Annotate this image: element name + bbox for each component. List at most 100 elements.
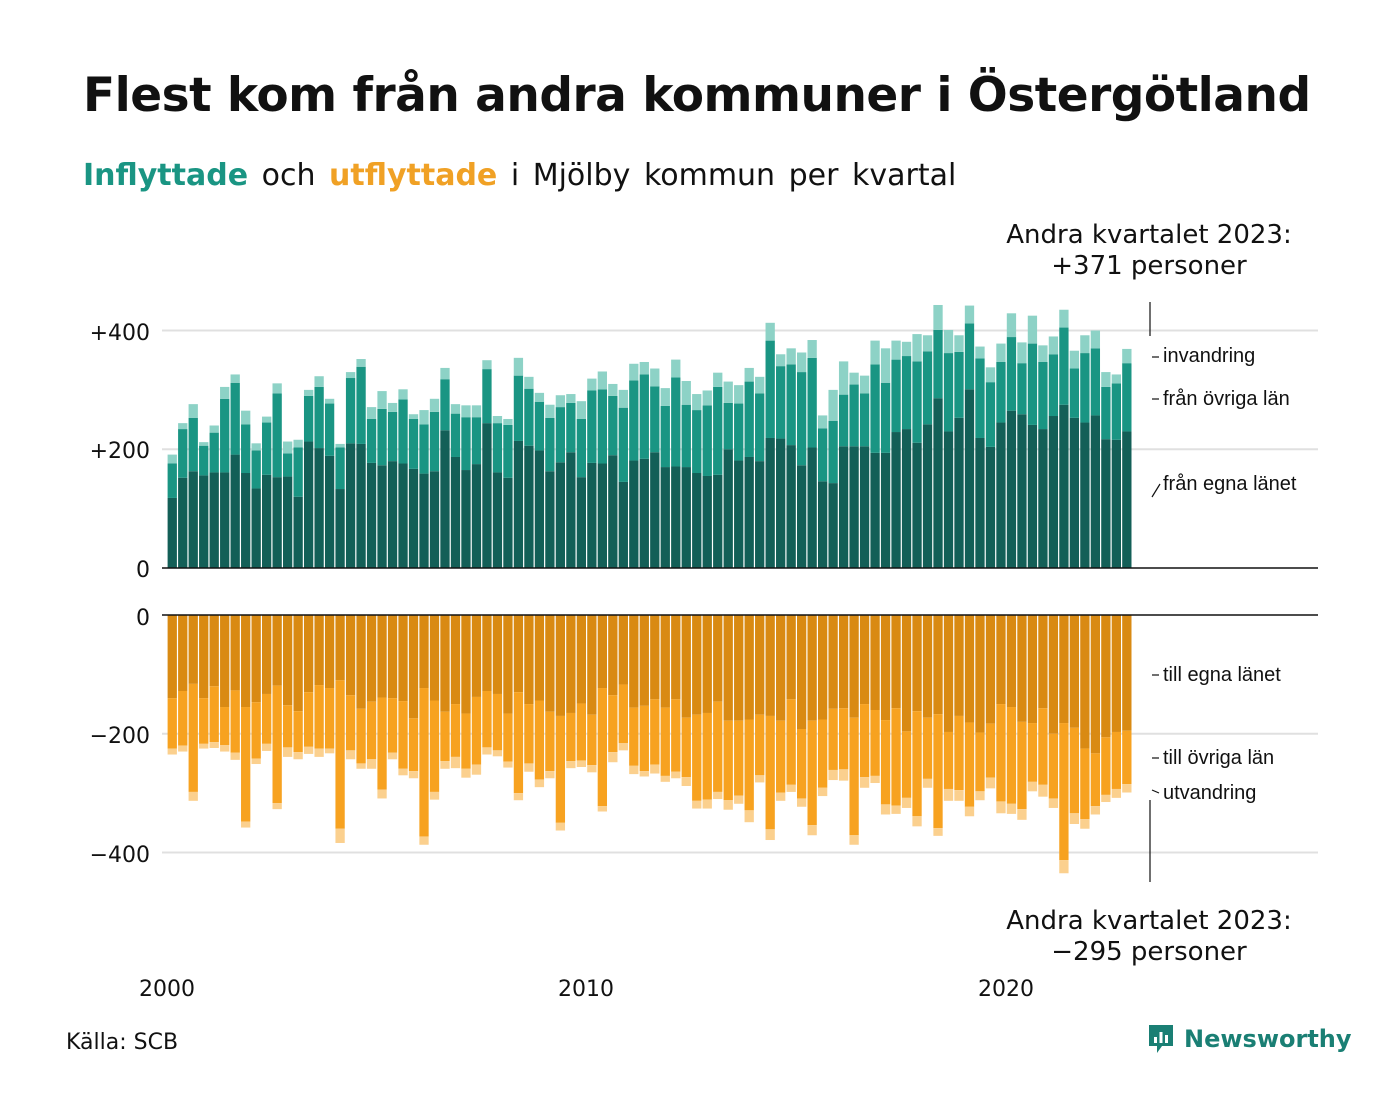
bar-fran-egna-lanet [723, 449, 733, 568]
bar-till-ovriga-lan [765, 715, 775, 830]
bar-invandring [209, 425, 219, 433]
bar-invandring [534, 392, 545, 402]
bar-fran-egna-lanet [241, 473, 251, 568]
bar-fran-egna-lanet [838, 446, 849, 568]
bar-fran-ovriga-lan [891, 359, 901, 433]
bar-fran-egna-lanet [755, 461, 765, 568]
bar-invandring [492, 416, 503, 424]
bar-fran-ovriga-lan [859, 393, 870, 447]
bar-invandring [629, 363, 639, 381]
bar-utvandring [566, 761, 576, 769]
series-label-till-ovriga-lan: till övriga län [1163, 747, 1274, 769]
bar-fran-ovriga-lan [660, 405, 670, 468]
bar-invandring [880, 348, 891, 383]
bar-fran-egna-lanet [870, 452, 880, 568]
bar-invandring [639, 361, 649, 375]
bar-till-egna-lanet [891, 615, 901, 709]
bar-utvandring [545, 771, 555, 779]
bar-utvandring [251, 758, 261, 765]
bar-till-ovriga-lan [272, 685, 282, 804]
bar-utvandring [954, 790, 964, 801]
bar-utvandring [1090, 806, 1101, 815]
bar-fran-ovriga-lan [440, 379, 450, 431]
bar-utvandring [629, 765, 639, 775]
bar-till-ovriga-lan [744, 719, 754, 811]
bar-till-egna-lanet [335, 615, 345, 681]
bar-till-egna-lanet [996, 615, 1006, 705]
bar-fran-egna-lanet [230, 454, 240, 568]
bar-invandring [178, 423, 188, 430]
bar-fran-ovriga-lan [996, 361, 1006, 423]
x-tick-label: 2000 [139, 977, 195, 1002]
bar-till-ovriga-lan [1006, 707, 1017, 804]
bar-utvandring [901, 797, 912, 808]
bar-fran-egna-lanet [985, 446, 996, 568]
bar-fran-egna-lanet [262, 474, 272, 568]
bar-fran-egna-lanet [1027, 424, 1038, 568]
bar-till-ovriga-lan [880, 720, 891, 805]
bar-fran-ovriga-lan [639, 374, 649, 459]
bar-invandring [870, 340, 880, 365]
bar-fran-ovriga-lan [314, 386, 324, 449]
bar-invandring [1069, 350, 1080, 369]
bar-fran-ovriga-lan [786, 364, 796, 446]
bar-till-egna-lanet [251, 615, 261, 703]
bar-till-egna-lanet [262, 615, 272, 694]
bar-invandring [786, 348, 796, 365]
bar-fran-egna-lanet [199, 475, 209, 568]
bar-fran-egna-lanet [975, 437, 985, 568]
bar-utvandring [262, 743, 272, 751]
bar-fran-ovriga-lan [241, 424, 251, 473]
bar-till-egna-lanet [618, 615, 628, 685]
bar-utvandring [639, 771, 649, 777]
bar-utvandring [786, 784, 796, 792]
bar-till-egna-lanet [1048, 615, 1059, 734]
bar-fran-ovriga-lan [199, 445, 209, 476]
bar-till-egna-lanet [492, 615, 503, 694]
bar-fran-ovriga-lan [513, 375, 524, 441]
bar-utvandring [471, 764, 482, 775]
bar-invandring [912, 334, 922, 362]
bar-fran-ovriga-lan [618, 407, 628, 482]
bar-fran-egna-lanet [964, 389, 975, 568]
bar-till-ovriga-lan [985, 723, 996, 778]
bar-till-egna-lanet [1111, 615, 1121, 732]
bar-fran-egna-lanet [366, 462, 377, 568]
bar-fran-ovriga-lan [587, 390, 597, 463]
bar-till-egna-lanet [1101, 615, 1111, 738]
chart-subtitle: Inflyttade och utflyttade i Mjölby kommu… [83, 158, 956, 193]
bar-invandring [398, 389, 408, 400]
bar-till-ovriga-lan [597, 688, 607, 807]
bar-fran-egna-lanet [356, 443, 366, 568]
bar-invandring [954, 335, 964, 352]
bar-utvandring [377, 789, 387, 799]
bar-utvandring [1080, 819, 1090, 829]
bar-invandring [1048, 336, 1059, 355]
bar-invandring [702, 390, 712, 406]
bar-utvandring [817, 787, 828, 797]
bar-till-ovriga-lan [755, 714, 765, 776]
bar-fran-ovriga-lan [713, 386, 723, 475]
bar-till-egna-lanet [356, 615, 366, 709]
bar-till-egna-lanet [849, 615, 859, 718]
bar-fran-ovriga-lan [1006, 337, 1017, 411]
bar-till-ovriga-lan [241, 707, 251, 822]
bar-till-ovriga-lan [1080, 748, 1090, 820]
bar-invandring [723, 381, 733, 403]
bar-fran-ovriga-lan [797, 372, 807, 466]
bar-invandring [608, 383, 618, 396]
bar-till-egna-lanet [178, 615, 188, 691]
bar-till-ovriga-lan [345, 695, 356, 751]
bar-utvandring [450, 756, 461, 769]
bar-fran-ovriga-lan [324, 403, 335, 456]
bar-till-egna-lanet [650, 615, 660, 700]
bar-invandring [314, 376, 324, 387]
bar-till-egna-lanet [933, 615, 943, 715]
bar-utvandring [1017, 809, 1027, 820]
top-ytick-label: 0 [136, 558, 150, 583]
bar-invandring [797, 352, 807, 373]
bar-till-egna-lanet [524, 615, 534, 705]
bar-till-egna-lanet [629, 615, 639, 708]
bar-fran-ovriga-lan [702, 405, 712, 476]
bar-utvandring [849, 835, 859, 845]
